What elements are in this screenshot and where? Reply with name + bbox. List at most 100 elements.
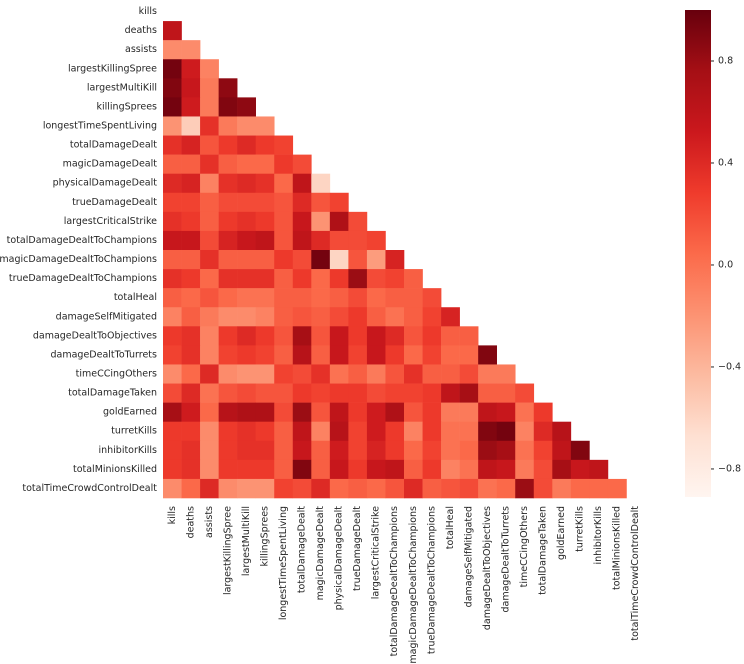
heatmap-cell	[200, 459, 219, 480]
row-label: largestMultiKill	[87, 82, 157, 93]
heatmap-cell	[366, 307, 386, 327]
heatmap-cell	[292, 173, 312, 194]
heatmap-cell	[348, 440, 368, 461]
heatmap-cell	[422, 307, 442, 327]
colorbar-tick-label: 0.0	[718, 259, 733, 270]
row-label: magicDamageDealt	[63, 159, 158, 170]
heatmap-cell	[478, 478, 497, 499]
heatmap-cell	[311, 230, 331, 251]
heatmap-cell	[422, 421, 442, 442]
heatmap-cell	[292, 440, 312, 461]
heatmap-cell	[255, 345, 275, 365]
heatmap-cell	[385, 269, 405, 289]
heatmap-cell	[255, 211, 275, 232]
heatmap-cell	[441, 459, 460, 480]
heatmap-cell	[181, 230, 201, 251]
heatmap-cell	[181, 288, 201, 308]
heatmap-cell	[237, 326, 256, 346]
heatmap-cell	[255, 269, 275, 289]
heatmap-cell	[478, 459, 497, 480]
heatmap-cell	[422, 478, 442, 499]
heatmap-cell	[181, 440, 201, 461]
heatmap-cell	[292, 250, 312, 270]
heatmap-cell	[329, 383, 349, 403]
heatmap-cell	[329, 364, 349, 384]
column-label: assists	[204, 506, 215, 538]
heatmap-cell	[200, 478, 219, 499]
heatmap-cell	[292, 459, 312, 480]
row-label: damageDealtToTurrets	[51, 349, 158, 360]
heatmap-cell	[366, 421, 386, 442]
heatmap-cell	[366, 383, 386, 403]
heatmap-cell	[552, 421, 572, 442]
heatmap-cell	[218, 383, 238, 403]
heatmap-cell	[422, 440, 442, 461]
heatmap-cell	[218, 78, 238, 98]
heatmap-cell	[329, 459, 349, 480]
row-label: killingSprees	[96, 101, 157, 112]
heatmap-cell	[163, 421, 182, 442]
heatmap-cell	[533, 478, 553, 499]
heatmap-cell	[404, 421, 423, 442]
row-label: totalDamageDealtToChampions	[7, 235, 157, 246]
heatmap-cell	[200, 383, 219, 403]
heatmap-cell	[274, 478, 294, 499]
heatmap-cell	[329, 440, 349, 461]
heatmap-cell	[496, 364, 516, 384]
heatmap-cell	[218, 326, 238, 346]
heatmap-cell	[311, 326, 331, 346]
heatmap-cell	[218, 402, 238, 422]
column-label: magicDamageDealtToChampions	[408, 506, 419, 664]
heatmap-cell	[200, 421, 219, 442]
heatmap-cell	[311, 364, 331, 384]
row-label: trueDamageDealt	[72, 197, 157, 208]
heatmap-cell	[218, 230, 238, 251]
heatmap-cell	[329, 230, 349, 251]
heatmap-cell	[385, 478, 405, 499]
heatmap-cell	[218, 421, 238, 442]
column-label: trueDamageDealtToChampions	[426, 506, 437, 654]
heatmap-cell	[533, 459, 553, 480]
heatmap-cell	[218, 459, 238, 480]
heatmap-cell	[459, 345, 479, 365]
column-label: killingSprees	[259, 506, 270, 567]
heatmap-cell	[255, 307, 275, 327]
heatmap-cell	[255, 459, 275, 480]
heatmap-cell	[200, 135, 219, 155]
heatmap-cell	[274, 173, 294, 194]
colorbar-tick-label: −0.4	[718, 361, 741, 372]
heatmap-cell	[274, 192, 294, 213]
heatmap-cell	[200, 307, 219, 327]
heatmap-cell	[200, 116, 219, 136]
heatmap-cell	[255, 440, 275, 461]
heatmap-cell	[441, 345, 460, 365]
heatmap-cell	[366, 250, 386, 270]
heatmap-cell	[404, 478, 423, 499]
heatmap-cell	[292, 421, 312, 442]
heatmap-cell	[366, 345, 386, 365]
heatmap-cell	[237, 440, 256, 461]
heatmap-cell	[441, 364, 460, 384]
heatmap-cell	[181, 135, 201, 155]
heatmap-cell	[533, 421, 553, 442]
row-label: damageSelfMitigated	[56, 311, 157, 322]
heatmap-cell	[441, 326, 460, 346]
heatmap-cell	[181, 307, 201, 327]
heatmap-cell	[348, 250, 368, 270]
heatmap-cell	[311, 173, 331, 194]
heatmap-cell	[163, 230, 182, 251]
heatmap-cell	[200, 230, 219, 251]
heatmap-cell	[274, 421, 294, 442]
heatmap-cell	[404, 326, 423, 346]
heatmap-cell	[422, 345, 442, 365]
row-label: trueDamageDealtToChampions	[9, 273, 157, 284]
colorbar-tick-label: 0.4	[718, 157, 733, 168]
heatmap-cell	[292, 230, 312, 251]
heatmap-cell	[404, 459, 423, 480]
heatmap-cell	[496, 459, 516, 480]
heatmap-cell	[496, 421, 516, 442]
heatmap-cell	[200, 326, 219, 346]
heatmap-cell	[181, 59, 201, 79]
heatmap-cell	[181, 421, 201, 442]
heatmap-cell	[533, 402, 553, 422]
